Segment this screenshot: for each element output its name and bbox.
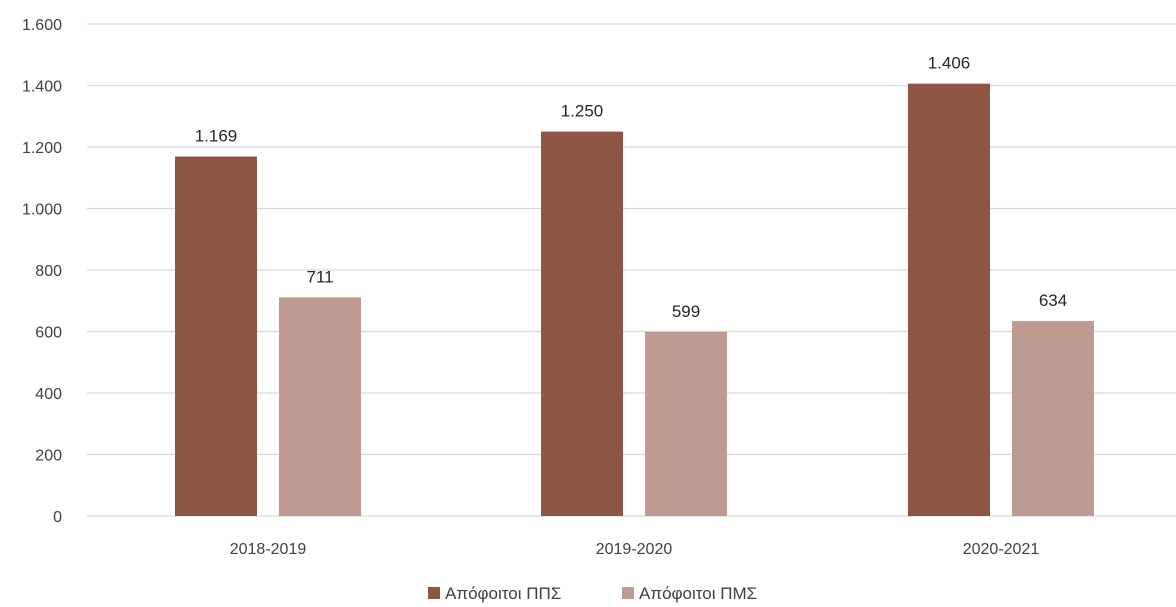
x-tick-label-1: 2019-2020 [596,541,673,558]
x-tick-label-0: 2018-2019 [230,541,307,558]
legend-label-1: Απόφοιτοι ΠΜΣ [639,584,757,603]
legend-swatch-1 [622,587,634,599]
bar-series0-1 [541,131,623,516]
y-tick-label-7: 1.400 [22,79,62,96]
y-tick-label-5: 1.000 [22,202,62,219]
bars [175,83,1094,516]
bar-series0-0 [175,156,257,516]
bar-series1-0 [279,297,361,516]
y-tick-label-3: 600 [35,325,62,342]
legend-swatch-0 [428,587,440,599]
legend: Απόφοιτοι ΠΠΣ Απόφοιτοι ΠΜΣ [428,584,757,603]
y-tick-label-2: 400 [35,386,62,403]
x-tick-label-2: 2020-2021 [963,541,1040,558]
y-tick-label-6: 1.200 [22,140,62,157]
gridlines [87,23,1176,517]
y-tick-label-1: 200 [35,448,62,465]
y-axis-tick-labels: 0 200 400 600 800 1.000 1.200 1.400 1.600 [22,17,62,526]
data-label-series1-0: 711 [306,267,333,286]
data-label-series0-0: 1.169 [195,127,238,146]
y-tick-label-8: 1.600 [22,17,62,34]
data-label-series1-2: 634 [1039,291,1067,310]
bar-series0-2 [908,83,990,516]
data-label-series0-1: 1.250 [561,102,604,121]
legend-label-0: Απόφοιτοι ΠΠΣ [445,584,561,603]
bar-series1-1 [645,331,727,516]
bar-series1-2 [1012,321,1094,516]
y-tick-label-4: 800 [35,263,62,280]
data-label-series1-1: 599 [672,302,700,321]
data-labels: 1.169 711 1.250 599 1.406 634 [195,54,1067,321]
x-axis-tick-labels: 2018-2019 2019-2020 2020-2021 [230,541,1040,558]
data-label-series0-2: 1.406 [928,54,971,73]
y-tick-label-0: 0 [53,509,62,526]
